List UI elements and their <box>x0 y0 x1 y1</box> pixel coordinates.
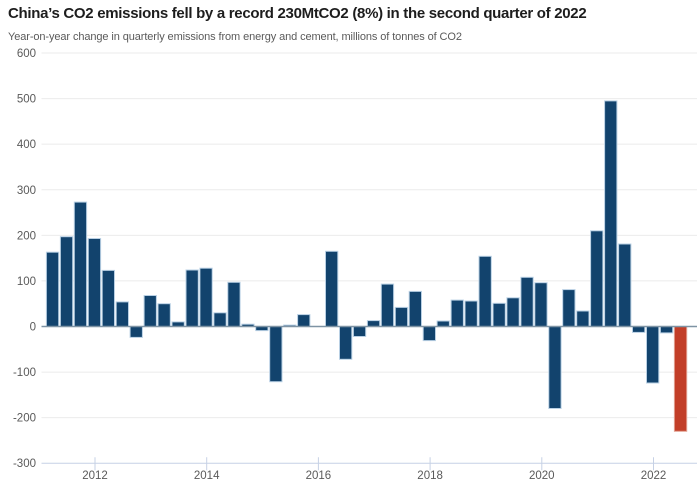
bar-2019-q2 <box>506 297 520 327</box>
x-axis-label-2014: 2014 <box>194 470 220 482</box>
bar-2014-q2 <box>227 281 241 327</box>
bar-2016-q2 <box>339 326 353 360</box>
y-axis-label-400: 400 <box>17 139 36 151</box>
bar-2020-q1 <box>548 326 562 409</box>
bar-2022-q2 <box>673 326 688 432</box>
y-axis-label--100: -100 <box>13 367 36 379</box>
bar-2022-q1 <box>659 326 674 334</box>
y-axis-label-200: 200 <box>17 230 36 242</box>
y-axis-label-500: 500 <box>17 94 36 106</box>
bar-2013-q3 <box>185 269 199 327</box>
bar-2017-q2 <box>394 306 409 327</box>
y-axis-label--300: -300 <box>13 458 36 470</box>
x-axis-label-2012: 2012 <box>82 470 108 482</box>
x-axis-label-2018: 2018 <box>417 470 443 482</box>
bar-2018-q1 <box>436 320 450 327</box>
bar-2019-q3 <box>520 276 534 327</box>
x-axis-label-2022: 2022 <box>641 470 667 482</box>
bar-2011-q4 <box>87 238 102 327</box>
y-axis-label-600: 600 <box>17 48 36 60</box>
bar-2012-q1 <box>101 269 115 327</box>
bar-2014-q1 <box>213 312 227 327</box>
chart-subtitle: Year-on-year change in quarterly emissio… <box>8 31 462 43</box>
bar-2012-q3 <box>129 326 143 338</box>
bar-2017-q3 <box>408 290 423 327</box>
bar-2021-q2 <box>618 243 632 327</box>
bar-2015-q3 <box>297 314 311 328</box>
bar-2016-q3 <box>352 326 367 337</box>
bar-2019-q4 <box>534 282 548 328</box>
bar-2018-q2 <box>450 299 464 328</box>
bar-2018-q4 <box>478 255 492 327</box>
bar-2020-q2 <box>562 289 576 328</box>
bar-2017-q1 <box>380 283 395 328</box>
bar-2020-q3 <box>576 310 590 327</box>
bar-2021-q4 <box>646 326 660 384</box>
bar-2021-q3 <box>632 326 646 333</box>
bar-2011-q2 <box>59 236 74 327</box>
bar-2021-q1 <box>604 100 618 328</box>
bar-2020-q4 <box>590 230 604 327</box>
y-axis-label-300: 300 <box>17 185 36 197</box>
bar-2017-q4 <box>422 326 437 342</box>
bar-2016-q4 <box>366 320 381 328</box>
bar-2016-q1 <box>325 250 339 327</box>
bar-2019-q1 <box>492 302 506 327</box>
y-axis-label-100: 100 <box>17 276 36 288</box>
chart-title: China’s CO2 emissions fell by a record 2… <box>8 5 587 22</box>
x-axis-label-2020: 2020 <box>529 470 555 482</box>
bar-2013-q1 <box>157 303 171 328</box>
bar-2011-q3 <box>73 201 88 328</box>
bar-2015-q1 <box>269 326 283 383</box>
y-axis-label-0: 0 <box>30 322 36 334</box>
bar-2011-q1 <box>45 251 60 327</box>
x-axis-label-2016: 2016 <box>306 470 332 482</box>
y-axis-label--200: -200 <box>13 413 36 425</box>
bar-2012-q2 <box>115 301 129 327</box>
bar-2013-q4 <box>199 267 213 328</box>
bar-2018-q3 <box>464 300 478 327</box>
bar-2012-q4 <box>143 295 157 327</box>
